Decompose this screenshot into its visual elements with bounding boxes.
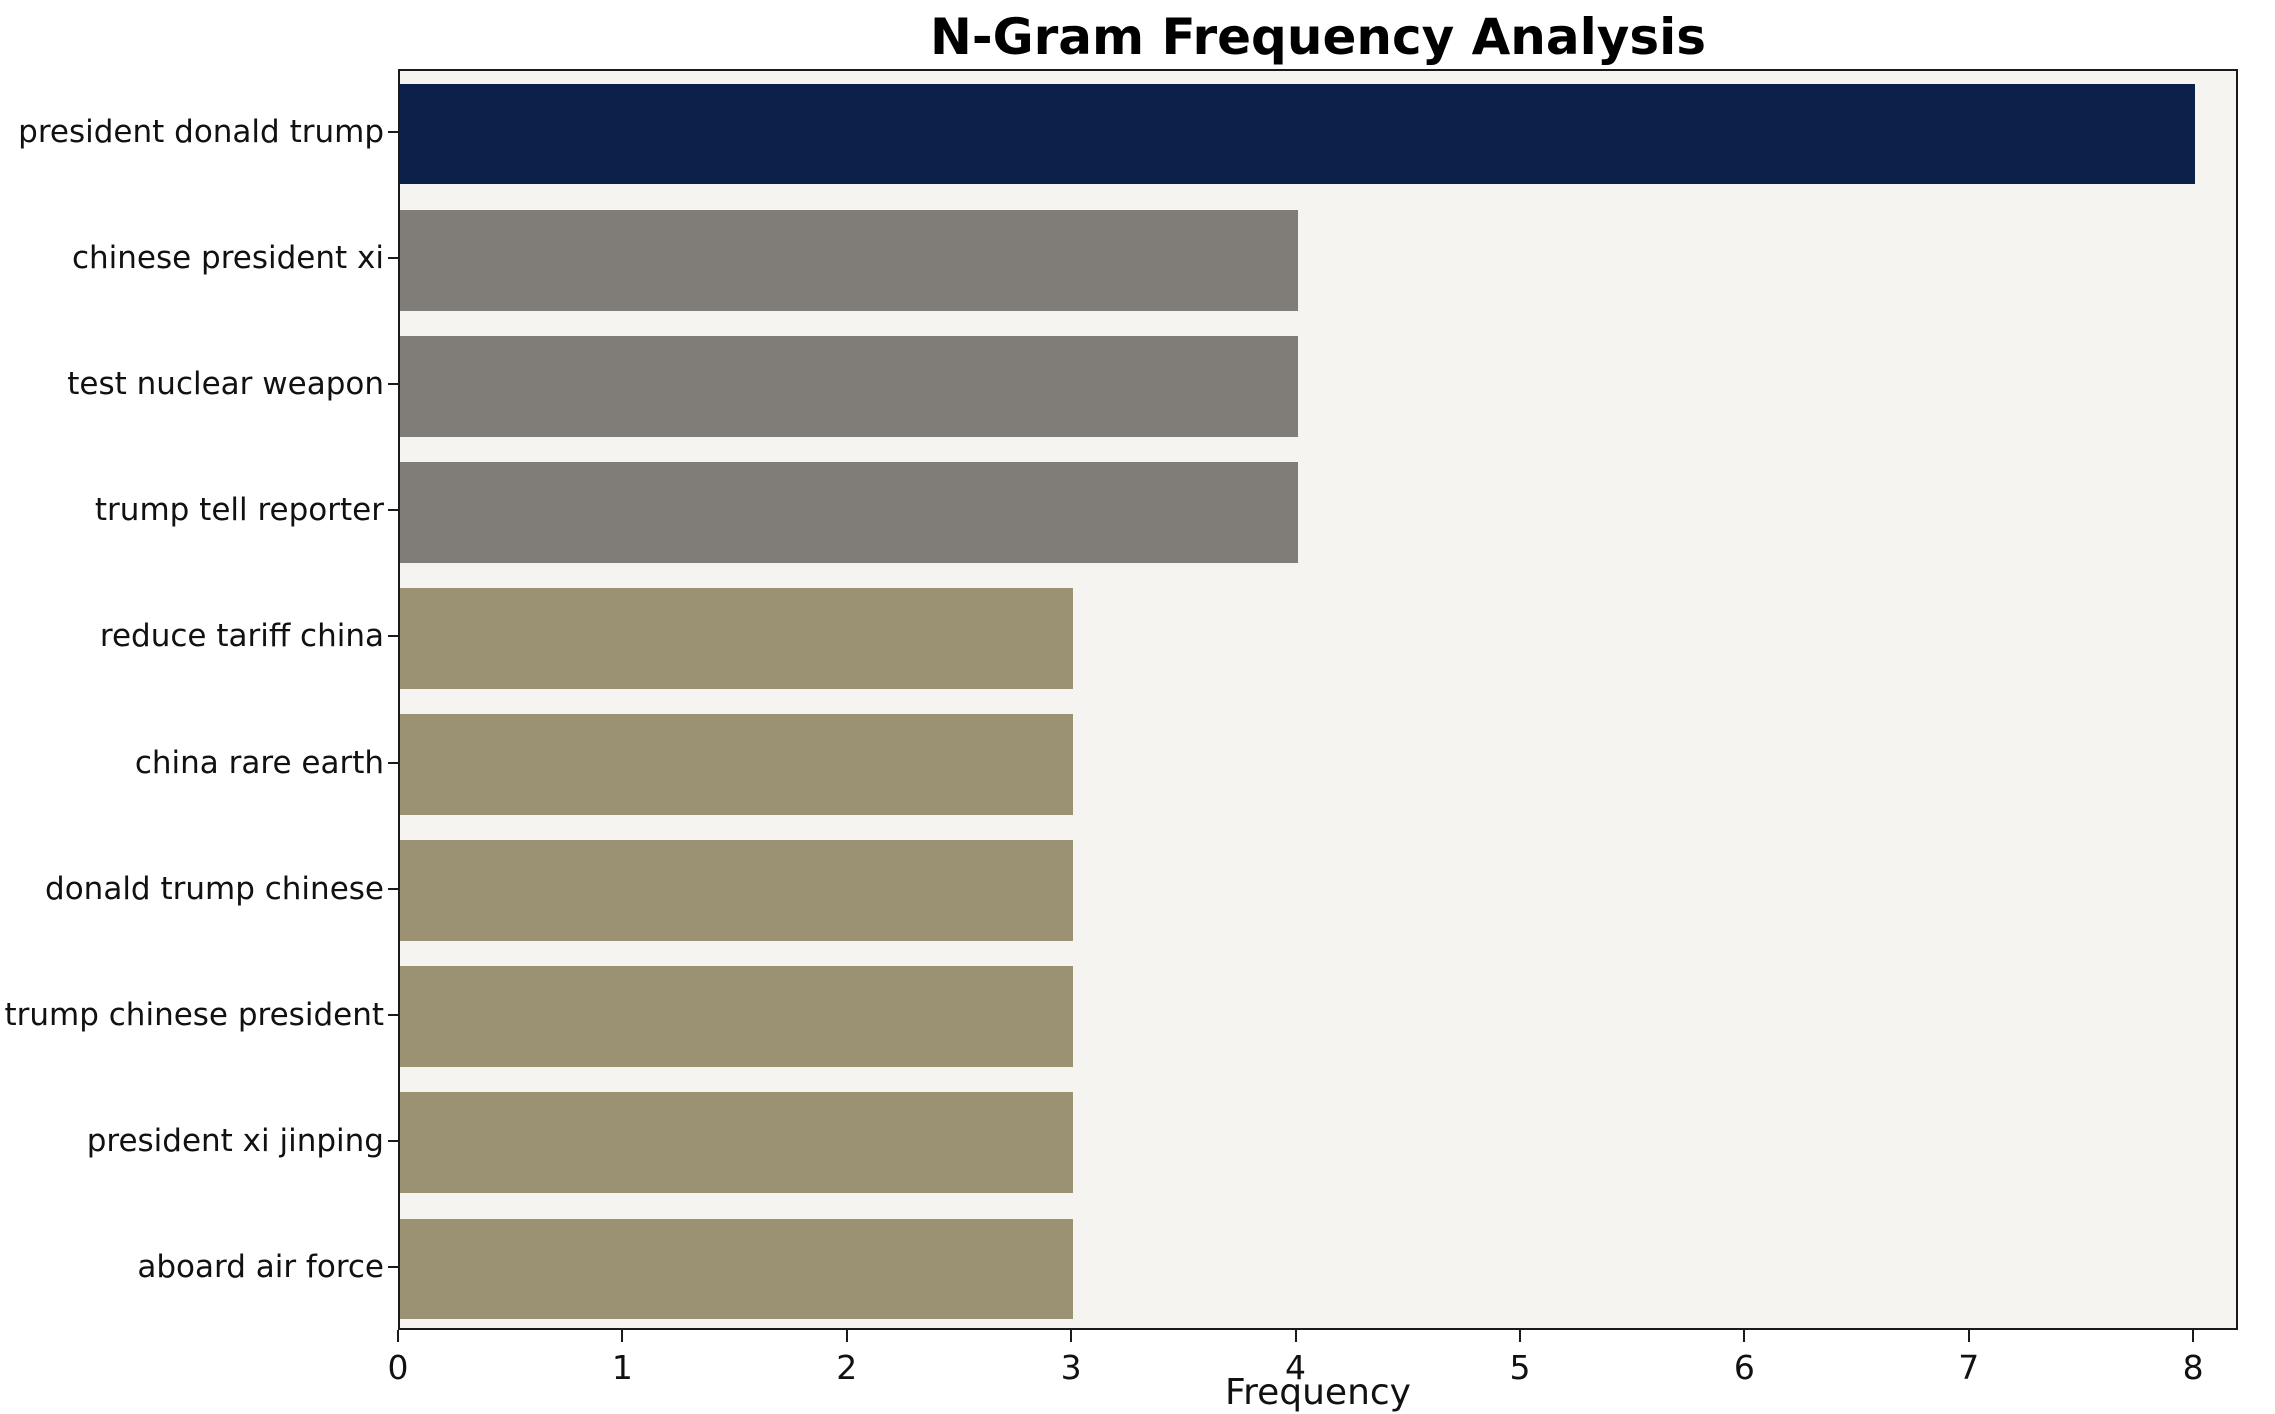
bar: [400, 209, 1298, 311]
x-tick-mark: [845, 1330, 848, 1342]
x-tick-label: 2: [836, 1348, 858, 1387]
x-tick-label: 5: [1509, 1348, 1531, 1387]
x-tick-mark: [1518, 1330, 1521, 1342]
y-tick-mark: [388, 1265, 398, 1268]
y-tick-label: president xi jinping: [86, 1122, 384, 1159]
bar: [400, 461, 1298, 563]
bar: [400, 1218, 1074, 1320]
x-tick-label: 7: [1958, 1348, 1980, 1387]
y-tick-label: trump tell reporter: [94, 492, 384, 529]
y-axis-labels: president donald trump chinese president …: [0, 69, 384, 1330]
y-tick-mark: [388, 887, 398, 890]
y-tick-mark: [388, 1139, 398, 1142]
bar: [400, 966, 1074, 1068]
bar: [400, 83, 2196, 185]
chart-title: N-Gram Frequency Analysis: [929, 8, 1707, 66]
y-tick-label: chinese president xi: [71, 240, 384, 277]
x-tick-label: 3: [1060, 1348, 1082, 1387]
bar: [400, 335, 1298, 437]
y-tick-mark: [388, 257, 398, 260]
plot-area: [398, 69, 2238, 1330]
bar: [400, 714, 1074, 815]
x-tick-label: 8: [2182, 1348, 2204, 1387]
y-tick-label: donald trump chinese: [45, 870, 384, 907]
bar: [400, 1092, 1074, 1194]
y-tick-mark: [388, 131, 398, 134]
y-tick-label: trump chinese president: [4, 996, 384, 1033]
x-tick-mark: [1294, 1330, 1297, 1342]
y-tick-label: china rare earth: [134, 744, 384, 781]
bar: [400, 840, 1074, 942]
y-tick-label: reduce tariff china: [99, 618, 384, 655]
y-tick-mark: [388, 635, 398, 638]
y-tick-mark: [388, 1013, 398, 1016]
x-axis-title: Frequency: [1225, 1372, 1411, 1413]
bar: [400, 588, 1074, 689]
x-tick-label: 1: [611, 1348, 633, 1387]
y-tick-mark: [388, 509, 398, 512]
x-tick-mark: [2192, 1330, 2195, 1342]
y-tick-mark: [388, 761, 398, 764]
x-tick-mark: [1743, 1330, 1746, 1342]
x-tick-mark: [397, 1330, 399, 1342]
x-tick-label: 4: [1285, 1348, 1307, 1387]
x-tick-mark: [1967, 1330, 1970, 1342]
x-tick-mark: [1070, 1330, 1073, 1342]
x-tick-label: 6: [1733, 1348, 1755, 1387]
y-tick-label: president donald trump: [18, 114, 384, 151]
x-tick-label: 0: [387, 1348, 409, 1387]
y-tick-label: aboard air force: [137, 1248, 384, 1285]
x-axis-ticks: 0 1 2 3 4 5 6 7 8: [388, 1330, 2238, 1400]
y-tick-mark: [388, 383, 398, 386]
y-tick-label: test nuclear weapon: [67, 366, 384, 403]
x-tick-mark: [621, 1330, 624, 1342]
